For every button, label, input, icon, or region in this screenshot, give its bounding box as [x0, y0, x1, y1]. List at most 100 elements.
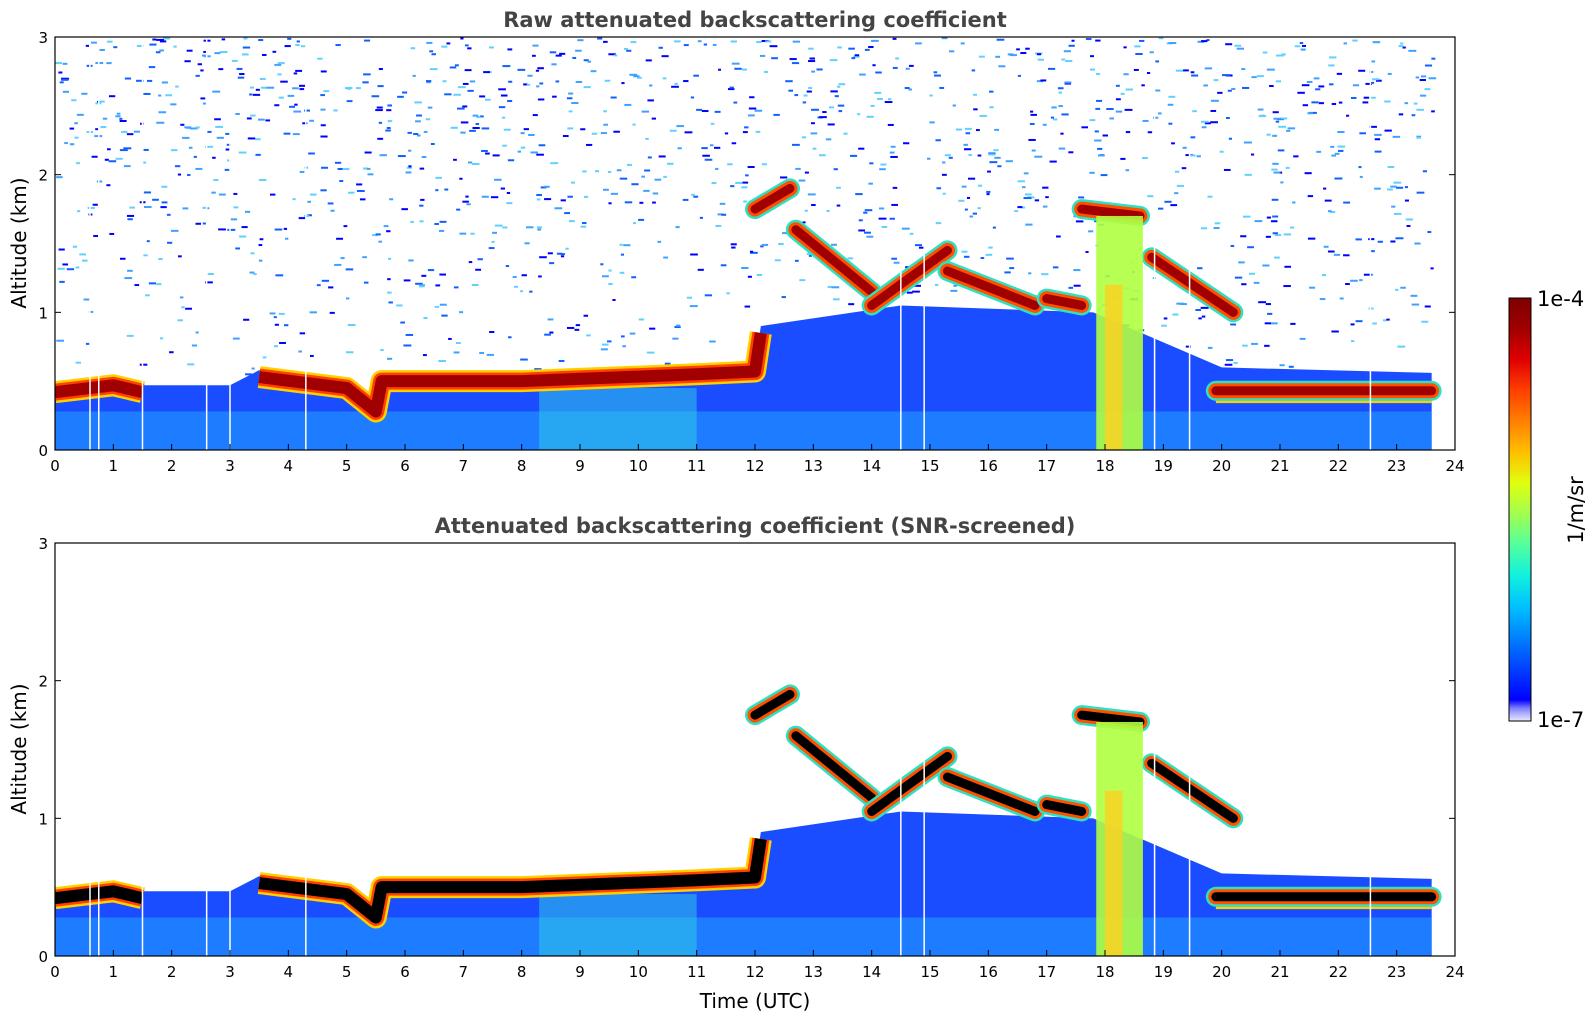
x-tick-label: 5 — [342, 963, 352, 981]
noise-speckle — [1292, 201, 1296, 204]
noise-speckle — [323, 90, 330, 93]
noise-speckle — [1224, 363, 1233, 366]
noise-speckle — [362, 81, 369, 84]
noise-speckle — [801, 136, 807, 139]
noise-speckle — [734, 67, 742, 70]
noise-speckle — [379, 154, 387, 157]
noise-speckle — [85, 342, 91, 345]
noise-speckle — [107, 40, 113, 43]
noise-speckle — [646, 351, 655, 354]
noise-speckle — [691, 193, 695, 196]
noise-speckle — [836, 186, 841, 189]
noise-speckle — [1275, 120, 1280, 123]
noise-speckle — [343, 225, 348, 228]
noise-speckle — [492, 231, 498, 234]
noise-speckle — [881, 226, 888, 229]
noise-speckle — [731, 62, 740, 65]
noise-speckle — [143, 254, 148, 257]
noise-speckle — [479, 352, 485, 355]
x-tick-label: 2 — [167, 457, 177, 475]
noise-speckle — [116, 112, 121, 115]
noise-speckle — [1234, 276, 1243, 279]
noise-speckle — [1147, 131, 1153, 134]
noise-speckle — [169, 351, 174, 354]
x-tick-label: 2 — [167, 963, 177, 981]
noise-speckle — [1398, 45, 1404, 48]
noise-speckle — [1307, 112, 1313, 115]
noise-speckle — [345, 268, 354, 271]
noise-speckle — [1358, 166, 1362, 169]
noise-speckle — [134, 284, 140, 287]
noise-speckle — [1022, 186, 1026, 189]
noise-speckle — [985, 253, 993, 256]
bl-top — [258, 838, 767, 924]
noise-speckle — [560, 199, 566, 202]
noise-speckle — [608, 53, 616, 56]
noise-speckle — [788, 89, 794, 92]
noise-speckle — [59, 81, 64, 84]
noise-speckle — [645, 137, 649, 140]
noise-speckle — [1327, 250, 1335, 253]
noise-speckle — [195, 167, 203, 170]
noise-speckle — [1135, 52, 1143, 55]
noise-speckle — [206, 130, 212, 133]
noise-speckle — [610, 192, 618, 195]
noise-speckle — [1266, 68, 1275, 71]
noise-speckle — [1339, 297, 1344, 300]
noise-speckle — [1338, 149, 1344, 152]
noise-speckle — [761, 40, 769, 43]
x-tick-label: 23 — [1387, 963, 1406, 981]
noise-speckle — [960, 42, 965, 45]
noise-speckle — [988, 246, 993, 249]
noise-speckle — [629, 332, 636, 335]
noise-speckle — [421, 274, 427, 277]
noise-speckle — [155, 51, 161, 54]
x-tick-label: 3 — [225, 457, 235, 475]
noise-speckle — [536, 194, 542, 197]
noise-speckle — [427, 106, 433, 109]
noise-speckle — [159, 337, 164, 340]
noise-speckle — [1420, 75, 1427, 78]
noise-speckle — [1279, 364, 1285, 367]
noise-speckle — [697, 268, 704, 271]
noise-speckle — [173, 45, 177, 48]
noise-speckle — [711, 182, 717, 185]
noise-speckle — [731, 246, 736, 249]
noise-speckle — [1071, 39, 1075, 42]
noise-speckle — [683, 80, 689, 83]
cloud-core — [867, 751, 952, 816]
noise-speckle — [1352, 84, 1360, 87]
noise-speckle — [485, 98, 491, 101]
noise-speckle — [258, 178, 267, 181]
noise-speckle — [1306, 80, 1313, 83]
noise-speckle — [520, 146, 526, 149]
noise-speckle — [1266, 133, 1271, 136]
noise-speckle — [214, 52, 221, 55]
noise-speckle — [416, 134, 421, 137]
noise-speckle — [666, 162, 674, 165]
noise-speckle — [163, 37, 171, 40]
noise-speckle — [1081, 126, 1088, 129]
noise-speckle — [536, 153, 544, 156]
noise-speckle — [1350, 340, 1355, 343]
noise-speckle — [367, 173, 374, 176]
noise-speckle — [721, 213, 727, 216]
noise-speckle — [843, 132, 848, 135]
noise-speckle — [195, 74, 200, 77]
noise-speckle — [397, 155, 406, 158]
noise-speckle — [624, 201, 633, 204]
noise-speckle — [583, 86, 591, 89]
noise-speckle — [136, 79, 144, 82]
noise-speckle — [91, 155, 98, 158]
noise-speckle — [697, 40, 702, 43]
noise-speckle — [96, 180, 103, 183]
noise-speckle — [964, 127, 972, 130]
noise-speckle — [872, 64, 876, 67]
noise-speckle — [356, 189, 365, 192]
noise-speckle — [1421, 320, 1429, 323]
noise-speckle — [386, 230, 391, 233]
noise-speckle — [760, 245, 764, 248]
noise-speckle — [1262, 264, 1270, 267]
noise-speckle — [1387, 72, 1392, 75]
noise-speckle — [389, 198, 394, 201]
